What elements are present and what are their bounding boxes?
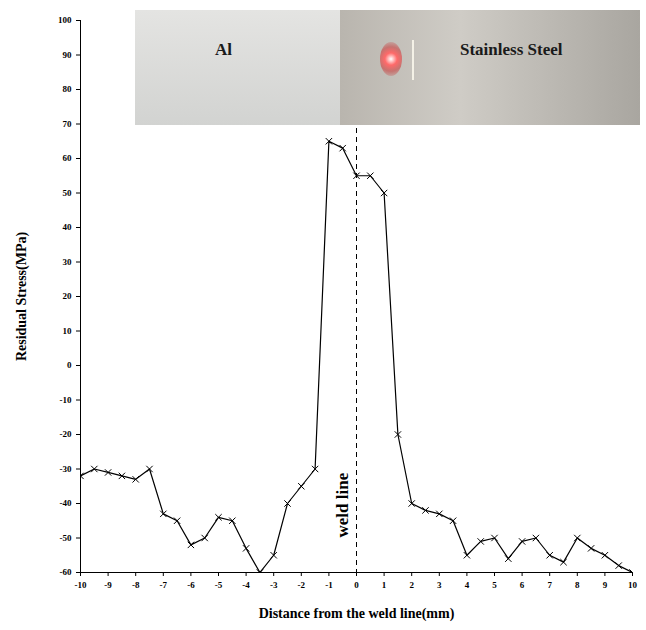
svg-text:-1: -1	[325, 580, 333, 590]
svg-text:-5: -5	[215, 580, 223, 590]
html-text:Stainless Steel: Stainless Steel	[460, 40, 563, 59]
svg-text:-60: -60	[60, 567, 72, 577]
svg-text:5: 5	[492, 580, 497, 590]
svg-text:9: 9	[603, 580, 608, 590]
svg-text:6: 6	[520, 580, 525, 590]
svg-text:4: 4	[465, 580, 470, 590]
svg-text:10: 10	[628, 580, 638, 590]
svg-text:-9: -9	[104, 580, 112, 590]
svg-text:90: 90	[63, 50, 73, 60]
svg-text:-40: -40	[60, 498, 72, 508]
svg-text:80: 80	[63, 84, 73, 94]
svg-text:1: 1	[382, 580, 387, 590]
svg-text:-10: -10	[60, 395, 72, 405]
svg-text:10: 10	[63, 326, 73, 336]
svg-text:100: 100	[58, 15, 72, 25]
svg-text:30: 30	[63, 257, 73, 267]
svg-text:Distance from the weld line(mm: Distance from the weld line(mm)	[259, 606, 455, 622]
svg-text:-50: -50	[60, 533, 72, 543]
svg-text:60: 60	[63, 153, 73, 163]
svg-text:-20: -20	[60, 429, 72, 439]
svg-text:70: 70	[63, 119, 73, 129]
svg-text:7: 7	[547, 580, 552, 590]
svg-text:3: 3	[437, 580, 442, 590]
svg-text:-6: -6	[187, 580, 195, 590]
svg-text:Residual Stress(MPa): Residual Stress(MPa)	[14, 232, 30, 362]
html-text:Al: Al	[215, 40, 232, 59]
svg-text:-2: -2	[298, 580, 306, 590]
svg-text:-30: -30	[60, 464, 72, 474]
svg-text:weld line: weld line	[333, 472, 352, 537]
svg-text:0: 0	[67, 360, 72, 370]
svg-text:0: 0	[354, 580, 359, 590]
svg-text:20: 20	[63, 291, 73, 301]
svg-text:2: 2	[409, 580, 414, 590]
svg-text:-4: -4	[242, 580, 250, 590]
svg-text:8: 8	[575, 580, 580, 590]
svg-text:-10: -10	[75, 580, 87, 590]
svg-text:-8: -8	[132, 580, 140, 590]
svg-text:-7: -7	[160, 580, 168, 590]
svg-text:-3: -3	[270, 580, 278, 590]
svg-text:40: 40	[63, 222, 73, 232]
svg-text:50: 50	[63, 188, 73, 198]
